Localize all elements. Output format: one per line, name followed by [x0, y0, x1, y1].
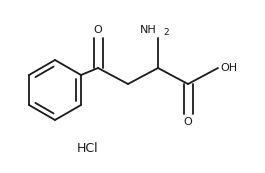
Text: OH: OH — [220, 63, 237, 73]
Text: 2: 2 — [163, 28, 169, 37]
Text: HCl: HCl — [77, 142, 99, 154]
Text: NH: NH — [140, 25, 157, 35]
Text: O: O — [94, 25, 102, 35]
Text: O: O — [184, 117, 192, 127]
